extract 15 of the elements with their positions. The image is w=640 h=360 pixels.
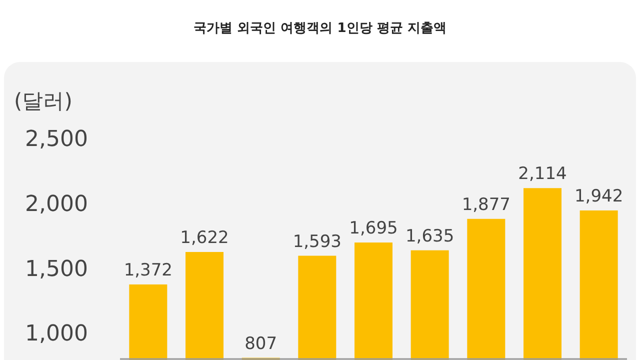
- data-label: 1,622: [180, 228, 229, 248]
- data-label: 1,942: [574, 186, 624, 206]
- y-tick-label: 2,000: [25, 192, 88, 217]
- data-label: 2,114: [518, 164, 567, 184]
- data-label: 807: [244, 334, 278, 354]
- y-tick-label: 1,000: [25, 322, 88, 347]
- data-label: 1,635: [405, 226, 454, 246]
- y-tick-label: 1,500: [25, 256, 88, 282]
- y-axis-title: (달러): [14, 89, 72, 113]
- chart-title: 국가별 외국인 여행객의 1인당 평균 지출액: [194, 21, 446, 36]
- data-label: 1,877: [462, 194, 511, 215]
- y-tick-label: 2,500: [25, 127, 88, 152]
- data-label: 1,593: [292, 232, 342, 252]
- data-label: 1,695: [349, 218, 398, 239]
- data-label: 1,372: [124, 260, 173, 280]
